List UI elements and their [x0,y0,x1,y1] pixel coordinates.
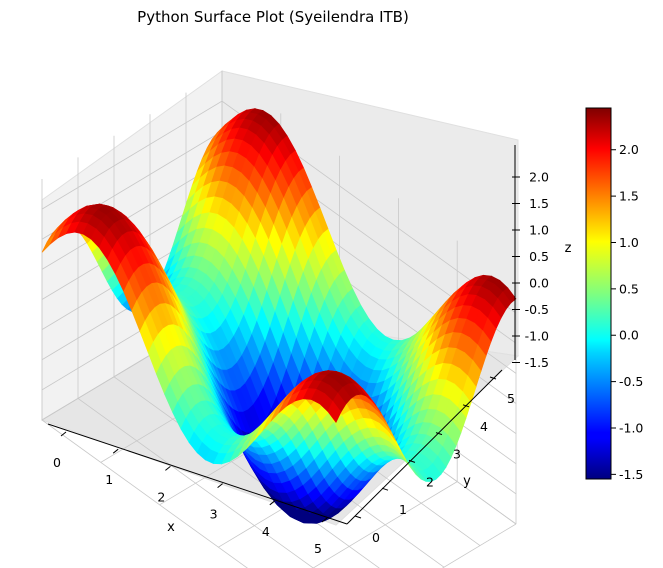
x-tick-mark [321,517,328,523]
chart-title: Python Surface Plot (Syeilendra ITB) [137,8,409,26]
y-tick-mark [354,515,362,519]
colorbar-tick-label: 0.0 [619,328,639,343]
grid-line [312,481,458,568]
y-tick-label: 0 [372,530,380,545]
y-tick-label: 5 [507,391,515,406]
y-tick-label: 3 [453,447,461,462]
x-tick-mark [60,431,67,437]
x-tick-mark [217,483,223,488]
y-tick-mark [462,404,470,408]
colorbar-tick-label: -0.5 [619,374,643,389]
grid-line [441,523,517,568]
colorbar-tick-label: 0.5 [619,281,639,296]
x-tick-label: 2 [157,489,165,504]
z-tick-label: 2.0 [529,170,549,185]
grid-line [41,100,517,314]
z-tick-label: 0.5 [529,249,549,264]
z-tick-label: 0.0 [529,276,549,291]
y-axis-label: y [463,474,471,489]
z-tick-label: 1.5 [529,196,549,211]
x-axis-line [47,423,348,525]
y-tick-mark [489,376,497,380]
colorbar [585,107,612,480]
x-tick-label: 3 [210,507,218,522]
x-tick-mark [112,448,119,454]
surface-patch [327,400,342,423]
x-tick-label: 1 [105,472,113,487]
x-axis-ticks: 0 1 2 3 4 5 [53,431,328,556]
x-tick-label: 4 [262,524,270,539]
colorbar-tick-label: 2.0 [619,142,639,157]
y-axis-line [346,369,503,525]
z-tick-label: -1.0 [525,329,549,344]
y-tick-mark [408,459,416,463]
y-tick-mark [381,487,389,491]
y-tick-label: 2 [426,474,434,489]
x-tick-label: 0 [53,455,61,470]
z-axis-ticks: -1.5 -1.0 -0.5 0.0 0.5 1.0 1.5 2.0 [512,170,549,370]
surface-mesh [41,108,517,524]
x-tick-mark [269,500,276,506]
y-tick-label: 4 [480,419,488,434]
z-axis-label: z [565,241,572,256]
colorbar-tick-label: -1.5 [619,467,643,482]
colorbar-tick-label: 1.0 [619,235,639,250]
x-axis-label: x [167,520,175,535]
y-axis-ticks: 0 1 2 3 4 5 [354,376,515,545]
y-tick-mark [435,432,443,436]
colorbar-ticks: -1.5 -1.0 -0.5 0.0 0.5 1.0 1.5 2.0 [611,142,643,482]
x-tick-mark [165,466,171,471]
z-tick-label: 1.0 [529,223,549,238]
grid-line [41,419,248,568]
y-tick-label: 1 [399,502,407,517]
grid-line [77,398,314,568]
x-tick-label: 5 [314,541,322,556]
z-tick-label: -0.5 [525,302,549,317]
z-tick-label: -1.5 [525,355,549,370]
colorbar-tick-label: -1.0 [619,420,643,435]
colorbar-tick-label: 1.5 [619,189,639,204]
